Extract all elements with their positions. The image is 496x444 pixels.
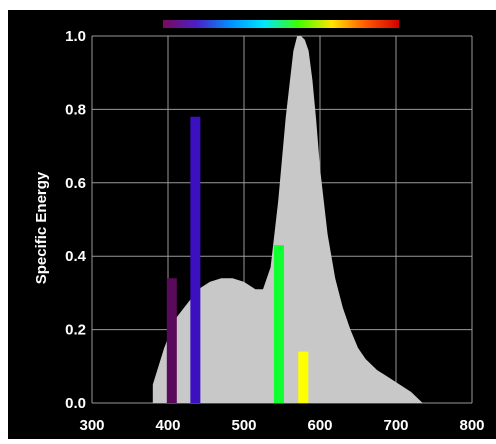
emission-bar xyxy=(298,351,309,403)
y-tick-label: 0.4 xyxy=(65,248,87,265)
spectrum-chart: 300 400 500 600 700 800 0.0 0.2 0.4 0.6 0.8 1.0 Spe… xyxy=(33,20,485,434)
spectral-energy-area xyxy=(152,36,423,403)
x-tick-label: 700 xyxy=(383,417,408,434)
y-tick-label: 0.0 xyxy=(65,395,86,412)
y-tick-label: 0.6 xyxy=(65,175,86,192)
y-tick-label: 0.8 xyxy=(65,101,86,118)
x-tick-label: 600 xyxy=(307,417,332,434)
emission-bar xyxy=(190,116,201,404)
x-tick-label: 300 xyxy=(79,417,104,434)
y-axis-label: Specific Energy xyxy=(33,171,50,284)
bar-layer xyxy=(166,116,309,404)
x-tick-label: 800 xyxy=(459,417,484,434)
axis-layer: 300 400 500 600 700 800 0.0 0.2 0.4 0.6 0.8 1.0 xyxy=(65,28,484,434)
emission-bar xyxy=(166,278,177,403)
y-tick-label: 0.2 xyxy=(65,322,86,339)
emission-bar xyxy=(273,245,284,403)
x-tick-label: 400 xyxy=(155,417,180,434)
chart-panel: 300 400 500 600 700 800 0.0 0.2 0.4 0.6 0.8 1.0 Spe… xyxy=(8,10,496,439)
x-tick-label: 500 xyxy=(231,417,256,434)
visible-spectrum-bar xyxy=(163,20,399,28)
spectrum-color-bar xyxy=(163,20,399,28)
y-tick-label: 1.0 xyxy=(65,28,86,45)
area-layer xyxy=(152,36,423,403)
